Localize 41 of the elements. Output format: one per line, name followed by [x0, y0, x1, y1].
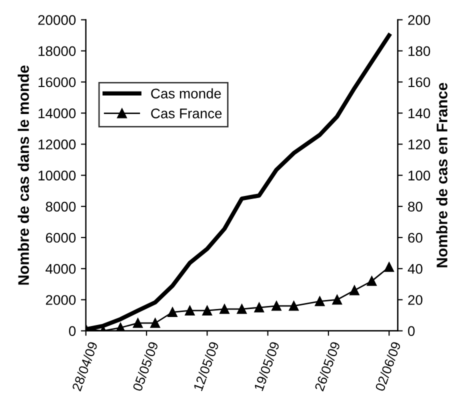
y-tick-label: 0: [68, 326, 76, 336]
point: [350, 286, 360, 296]
y2-tick-label: 140: [408, 108, 430, 118]
point: [150, 318, 160, 328]
legend-label: Cas France: [151, 108, 222, 118]
y2-tick-label: 60: [408, 232, 422, 243]
y2-tick-label: 180: [408, 46, 430, 56]
y-tick-label: 6000: [46, 232, 76, 243]
y2-tick-label: 80: [408, 202, 422, 212]
point: [202, 306, 212, 316]
y2-tick-label: 40: [408, 264, 422, 274]
point: [384, 262, 394, 272]
y-tick-label: 18000: [38, 46, 76, 56]
y2-tick-label: 200: [408, 15, 430, 25]
point: [332, 294, 342, 305]
y-tick-label: 14000: [38, 108, 76, 118]
point: [254, 302, 264, 312]
y-tick-label: 10000: [38, 170, 76, 180]
y2-tick-label: 100: [408, 170, 430, 180]
y-tick-label: 2000: [46, 295, 76, 305]
y-tick-label: 12000: [38, 140, 76, 150]
y-tick-label: 8000: [46, 202, 76, 212]
point: [236, 304, 247, 314]
legend-label: Cas monde: [151, 88, 221, 98]
y2-tick-label: 20: [408, 295, 422, 305]
point: [272, 301, 282, 311]
point: [168, 307, 178, 318]
y2-tick-label: 120: [408, 140, 430, 150]
point: [288, 301, 299, 311]
y-axis-title: Nombre de cas dans le monde: [18, 65, 29, 285]
point: [220, 304, 230, 314]
point: [133, 318, 143, 328]
y-tick-label: 20000: [38, 15, 76, 25]
point: [184, 306, 195, 316]
y2-tick-label: 0: [408, 326, 415, 336]
point: [366, 276, 377, 286]
y-tick-label: 4000: [46, 264, 76, 274]
y2-tick-label: 160: [408, 77, 430, 88]
point: [314, 296, 325, 306]
y2-axis-title: Nombre de cas en France: [436, 82, 448, 268]
y-tick-label: 16000: [38, 77, 76, 88]
